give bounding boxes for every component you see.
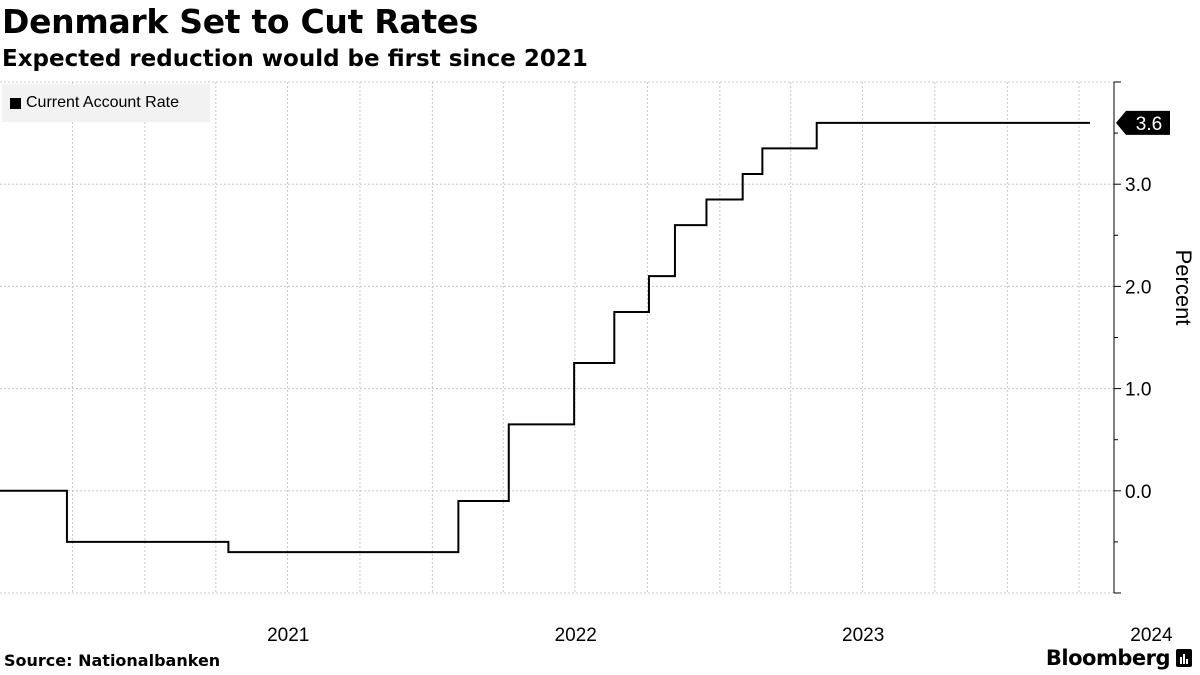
y-tick-label: 2.0 xyxy=(1125,277,1151,298)
legend-label: Current Account Rate xyxy=(26,94,179,111)
x-tick-label: 2021 xyxy=(267,625,309,646)
y-tick-label: 3.0 xyxy=(1125,175,1151,196)
chart-title: Denmark Set to Cut Rates xyxy=(2,2,479,41)
chart-legend: Current Account Rate xyxy=(2,84,210,122)
legend-swatch xyxy=(10,97,21,109)
y-tick-label: 0.0 xyxy=(1125,482,1151,503)
x-tick-label: 2024 xyxy=(1130,625,1173,646)
brand-name: Bloomberg xyxy=(1045,646,1171,670)
last-value-callout xyxy=(1116,110,1170,135)
series-line-current-account-rate xyxy=(0,121,1090,554)
source-note: Source: Nationalbanken xyxy=(4,651,221,670)
brand-logo: Bloomberg xyxy=(1046,646,1192,670)
x-tick-label: 2023 xyxy=(842,625,884,646)
terminal-icon xyxy=(1176,649,1192,667)
y-axis-title: Percent xyxy=(1171,250,1196,326)
chart-subtitle: Expected reduction would be first since … xyxy=(2,46,588,72)
last-value-label: 3.6 xyxy=(1136,114,1162,135)
x-tick-label: 2022 xyxy=(555,625,597,646)
y-tick-label: 1.0 xyxy=(1125,380,1151,401)
